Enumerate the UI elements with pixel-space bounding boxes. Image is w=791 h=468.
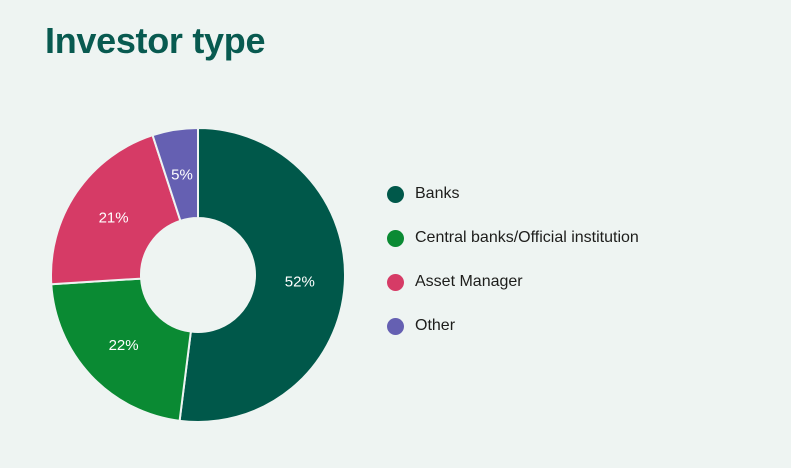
legend-item-asset-manager: Asset Manager (387, 273, 639, 291)
legend-dot-central-banks (387, 229, 404, 247)
donut-segment-asset-manager (50, 134, 182, 286)
legend-label: Other (415, 317, 456, 334)
legend-item-banks: Banks (387, 185, 639, 203)
slice-label: 22% (109, 337, 139, 354)
donut-segment-central-banks-official-institution (50, 277, 192, 422)
legend-label: Asset Manager (415, 273, 523, 290)
page-title: Investor type (45, 20, 266, 61)
legend-label: Banks (415, 185, 460, 202)
slice-label: 52% (285, 273, 315, 290)
legend-item-other: Other (387, 317, 639, 335)
legend-dot-asset-manager (387, 273, 404, 291)
chart-legend: Banks Central banks/Official institution… (387, 185, 639, 361)
slice-label: 5% (171, 166, 193, 183)
donut-segment-banks (178, 127, 347, 423)
legend-dot-other (387, 317, 404, 335)
donut-chart: 52% 22% 21% 5% (48, 125, 348, 425)
donut-segment-other (151, 127, 199, 222)
legend-item-central-banks: Central banks/Official institution (387, 229, 639, 247)
donut-svg: 52% 22% 21% 5% (50, 127, 347, 423)
slice-label: 21% (99, 210, 129, 227)
legend-dot-banks (387, 185, 404, 203)
legend-label: Central banks/Official institution (415, 229, 639, 246)
